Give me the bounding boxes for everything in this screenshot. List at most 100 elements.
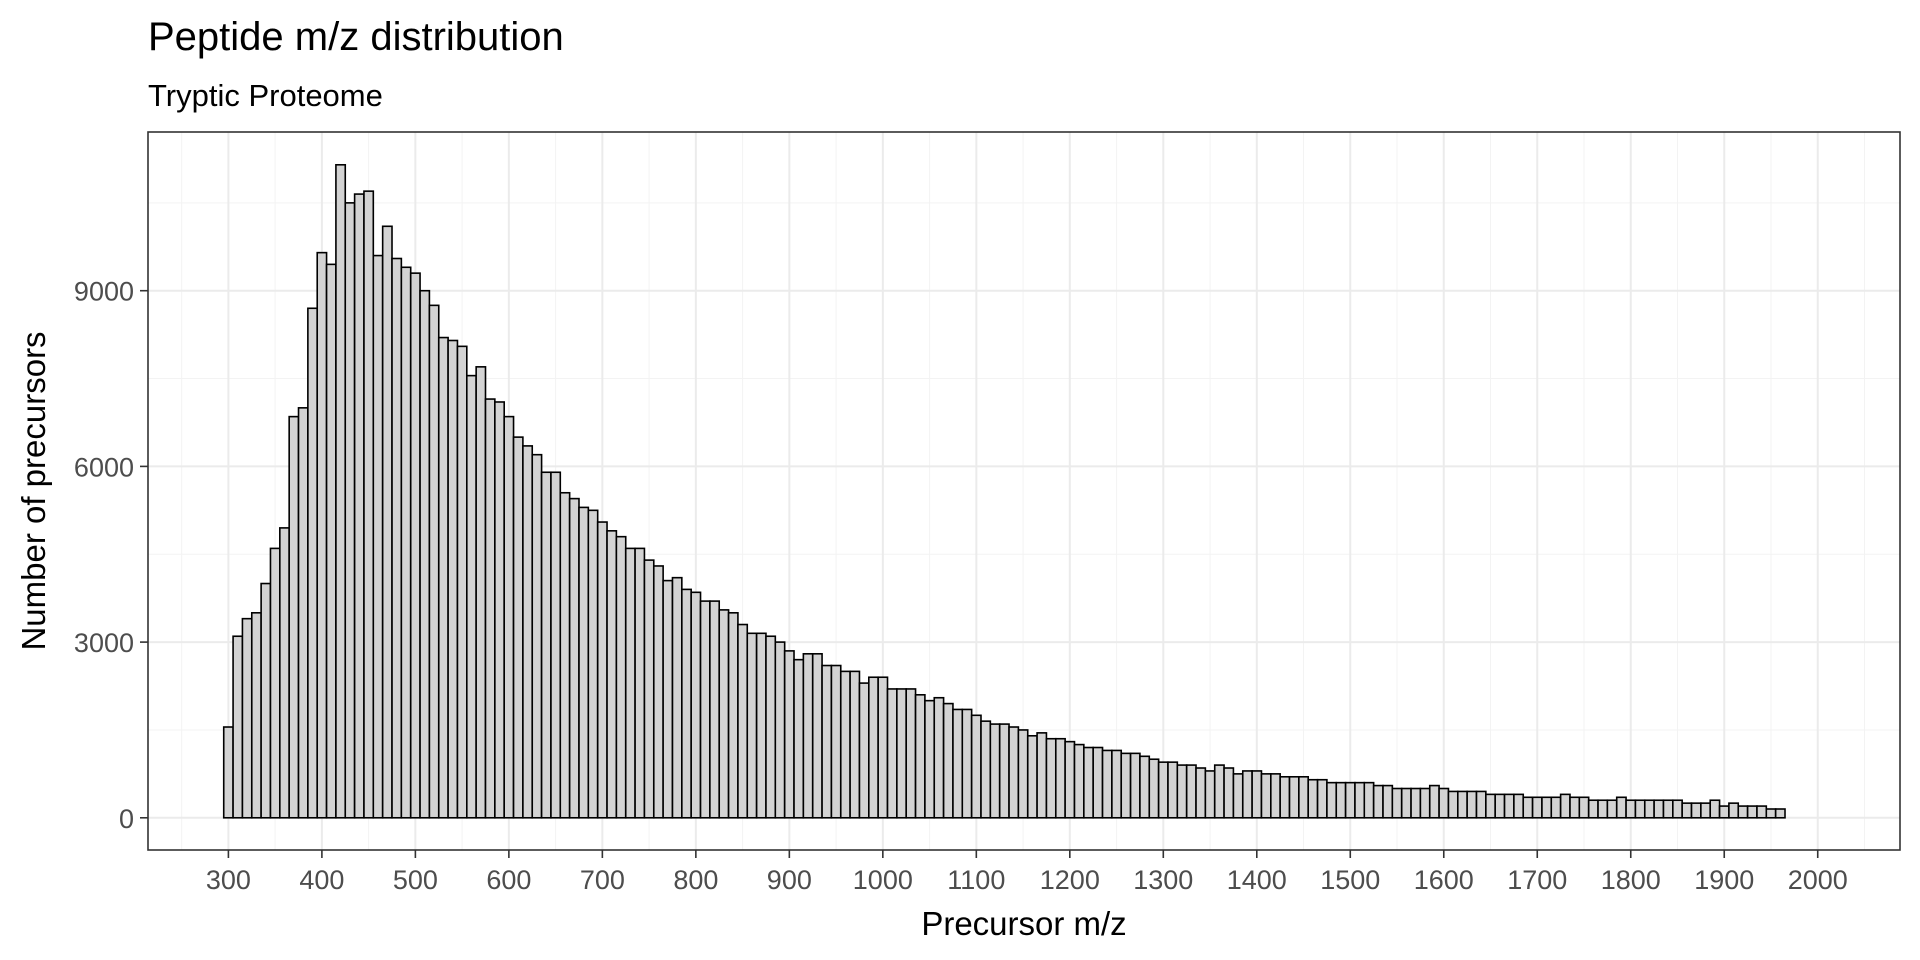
histogram-bar — [1298, 775, 1310, 819]
histogram-bar — [222, 726, 234, 819]
x-tick-label: 800 — [673, 865, 718, 895]
y-tick-label: 3000 — [74, 628, 134, 658]
histogram-bar — [466, 374, 477, 819]
histogram-bar — [989, 723, 1001, 819]
histogram-bar — [1653, 799, 1665, 819]
y-axis-title: Number of precursors — [15, 331, 52, 650]
histogram-bar — [830, 664, 842, 819]
histogram-bar — [746, 632, 758, 819]
histogram-bar — [1167, 761, 1179, 819]
panel-border — [147, 131, 1901, 851]
histogram-bar — [540, 471, 552, 819]
histogram-bar — [269, 547, 281, 819]
histogram-bar — [503, 415, 515, 819]
histogram-bar — [344, 202, 356, 819]
y-tick-label: 0 — [119, 804, 134, 834]
x-axis-title: Precursor m/z — [921, 905, 1126, 942]
histogram-bar — [905, 688, 917, 819]
histogram-bar — [1223, 767, 1235, 819]
histogram-bar — [1101, 749, 1113, 819]
histogram-bar — [1578, 796, 1590, 819]
histogram-bar — [1026, 734, 1038, 819]
histogram-bar — [1111, 749, 1123, 819]
histogram-bar — [288, 415, 300, 819]
y-axis: 0 3000 6000 9000 — [74, 277, 148, 834]
histogram-bar — [774, 641, 786, 819]
histogram-bar — [624, 547, 636, 819]
histogram-bar — [1391, 787, 1403, 819]
histogram-bar — [755, 632, 767, 819]
histogram-bar — [793, 658, 805, 819]
histogram-bar — [419, 289, 431, 819]
histogram-bar — [1372, 784, 1384, 819]
histogram-bar — [1765, 808, 1777, 819]
x-tick-label: 1300 — [1133, 865, 1193, 895]
histogram-bar — [727, 612, 739, 819]
x-axis: 300 400 500 600 700 800 900 1000 1100 1200 1300 140… — [206, 850, 1848, 895]
histogram-bar — [914, 694, 926, 819]
histogram-bar — [1363, 781, 1375, 819]
histogram-bar — [652, 565, 664, 819]
histogram-bar — [531, 453, 543, 819]
histogram-bar — [316, 251, 328, 819]
histogram-bar — [699, 600, 711, 819]
histogram-bar — [1073, 743, 1085, 819]
histogram-bar — [1428, 784, 1440, 819]
histogram-bar — [1690, 802, 1702, 819]
chart-title: Peptide m/z distribution — [148, 15, 564, 59]
histogram-bar — [1728, 802, 1740, 819]
histogram-bar — [952, 708, 964, 819]
histogram-bar — [428, 304, 440, 819]
histogram-bar — [1316, 778, 1328, 819]
y-tick-label: 9000 — [74, 277, 134, 307]
histogram-bar — [522, 445, 534, 819]
histogram-bar — [335, 163, 347, 819]
histogram-bar — [1120, 752, 1132, 819]
x-tick-label: 1800 — [1601, 865, 1661, 895]
x-tick-label: 1100 — [947, 865, 1005, 895]
histogram-bar — [1241, 770, 1253, 819]
histogram-bar — [232, 635, 244, 819]
histogram-bar — [896, 688, 908, 819]
histogram-bar — [924, 699, 936, 819]
histogram-bar — [325, 263, 337, 819]
histogram-bar — [933, 696, 945, 819]
histogram-bar — [1270, 773, 1281, 819]
histogram-bar — [512, 436, 524, 819]
x-tick-label: 1000 — [853, 865, 913, 895]
histogram-bar — [1288, 775, 1300, 819]
histogram-bar — [307, 307, 319, 819]
x-tick-label: 300 — [206, 865, 251, 895]
histogram-bar — [578, 506, 590, 819]
histogram-bar — [1531, 796, 1543, 819]
histogram-bar — [681, 588, 692, 819]
histogram-bar — [596, 521, 608, 819]
histogram-bar — [868, 676, 879, 819]
histogram-bar — [1447, 790, 1459, 819]
histogram-bar — [1756, 805, 1768, 819]
histogram-bar — [1232, 773, 1244, 819]
histogram-bar — [568, 497, 580, 819]
histogram-bar — [1634, 799, 1646, 819]
histogram-bar — [1185, 764, 1197, 819]
histogram-bar — [1400, 787, 1412, 819]
histogram-bar — [1746, 805, 1758, 819]
histogram-bar — [1204, 770, 1216, 819]
histogram-bar — [1737, 805, 1749, 819]
histogram-bar — [391, 257, 403, 819]
histogram-bar — [942, 702, 954, 819]
histogram-bar — [1195, 767, 1207, 819]
x-tick-label: 600 — [486, 865, 531, 895]
bars — [222, 163, 1786, 819]
histogram-bar — [559, 491, 571, 819]
histogram-bar — [250, 612, 262, 819]
histogram-bar — [1008, 726, 1020, 819]
histogram-bar — [671, 576, 683, 819]
histogram-bar — [279, 527, 290, 819]
histogram-bar — [1625, 799, 1637, 819]
histogram-bar — [1335, 781, 1347, 819]
histogram-bar — [456, 345, 468, 819]
y-tick-label: 6000 — [74, 452, 134, 482]
histogram-bar — [1681, 802, 1693, 819]
